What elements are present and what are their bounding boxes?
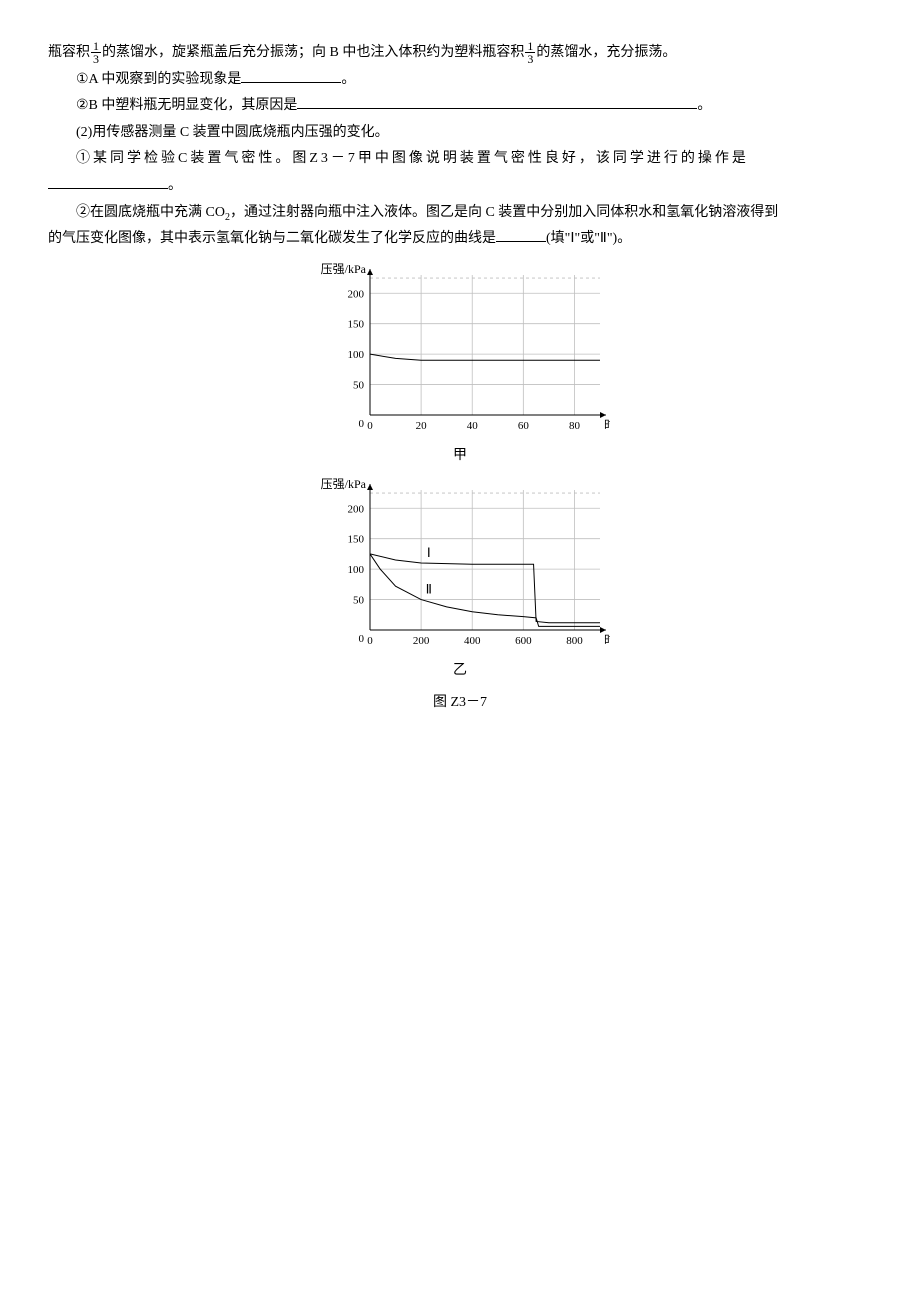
svg-text:Ⅰ: Ⅰ: [427, 545, 431, 560]
svg-text:50: 50: [353, 594, 365, 606]
q2-2-text-c: 的气压变化图像，其中表示氢氧化钠与二氧化碳发生了化学反应的曲线是: [48, 231, 496, 246]
chart-jia: 0 20 40 60 80 50 100 150 200 0 压强/kPa 时间/s: [310, 261, 610, 441]
svg-text:800: 800: [566, 635, 583, 647]
q2-text: (2)用传感器测量 C 装置中圆底烧瓶内压强的变化。: [76, 125, 389, 140]
q2-1-blank-line: 。: [48, 173, 872, 200]
intro-text-c: 的蒸馏水，充分振荡。: [536, 45, 676, 60]
q1-1-line: ①A 中观察到的实验现象是 。: [48, 67, 872, 94]
svg-text:50: 50: [353, 380, 365, 392]
chart-yi: 0 200 400 600 800 50 100 150 200 0 压强/kPa 时间/s Ⅰ Ⅱ: [310, 476, 610, 656]
svg-text:150: 150: [348, 319, 365, 331]
q2-2-text-a: ②在圆底烧瓶中充满 CO: [76, 205, 225, 220]
q1-2-text: ②B 中塑料瓶无明显变化，其原因是: [76, 98, 297, 113]
q1-2-suffix: 。: [697, 98, 711, 113]
q2-1-suffix: 。: [168, 178, 182, 193]
intro-text-b: 的蒸馏水，旋紧瓶盖后充分振荡；向 B 中也注入体积约为塑料瓶容积: [102, 45, 524, 60]
svg-text:40: 40: [467, 420, 479, 432]
svg-text:100: 100: [348, 349, 365, 361]
svg-text:80: 80: [569, 420, 581, 432]
q2-2-line1: ②在圆底烧瓶中充满 CO2，通过注射器向瓶中注入液体。图乙是向 C 装置中分别加…: [48, 200, 872, 227]
svg-text:200: 200: [348, 288, 365, 300]
svg-text:时间/s: 时间/s: [604, 633, 610, 647]
intro-text-a: 瓶容积: [48, 45, 90, 60]
q2-2-text-b: ，通过注射器向瓶中注入液体。图乙是向 C 装置中分别加入同体积水和氢氧化钠溶液得…: [230, 205, 778, 220]
q1-1-suffix: 。: [341, 72, 355, 87]
svg-text:0: 0: [359, 633, 365, 645]
svg-text:0: 0: [367, 635, 373, 647]
q2-line: (2)用传感器测量 C 装置中圆底烧瓶内压强的变化。: [48, 120, 872, 147]
q1-2-line: ②B 中塑料瓶无明显变化，其原因是 。: [48, 93, 872, 120]
chart-yi-label: 乙: [48, 658, 872, 685]
svg-text:100: 100: [348, 564, 365, 576]
q2-2-text-d: (填"Ⅰ"或"Ⅱ")。: [546, 231, 631, 246]
svg-text:60: 60: [518, 420, 530, 432]
svg-text:压强/kPa: 压强/kPa: [321, 262, 367, 276]
fraction-1-3-b: 13: [525, 40, 535, 65]
svg-text:600: 600: [515, 635, 532, 647]
svg-text:200: 200: [413, 635, 430, 647]
svg-text:150: 150: [348, 533, 365, 545]
q2-1-line: ①某同学检验C装置气密性。图Z3－7甲中图像说明装置气密性良好，该同学进行的操作…: [48, 146, 872, 173]
svg-text:20: 20: [416, 420, 428, 432]
blank-fill[interactable]: [48, 175, 168, 189]
svg-text:400: 400: [464, 635, 481, 647]
svg-text:200: 200: [348, 503, 365, 515]
figure-caption: 图 Z3－7: [48, 690, 872, 717]
fraction-1-3: 13: [91, 40, 101, 65]
blank-fill[interactable]: [241, 69, 341, 83]
svg-text:Ⅱ: Ⅱ: [426, 581, 432, 596]
svg-text:时间/s: 时间/s: [604, 418, 610, 432]
q1-1-text: ①A 中观察到的实验现象是: [76, 72, 241, 87]
chart-jia-label: 甲: [48, 443, 872, 470]
q2-1-text-a: ①某同学检验C装置气密性。图Z3－7甲中图像说明装置气密性良好，该同学进行的操作…: [76, 151, 749, 166]
intro-line: 瓶容积13的蒸馏水，旋紧瓶盖后充分振荡；向 B 中也注入体积约为塑料瓶容积13的…: [48, 40, 872, 67]
svg-text:0: 0: [359, 418, 365, 430]
svg-text:压强/kPa: 压强/kPa: [321, 477, 367, 491]
charts-container: 0 20 40 60 80 50 100 150 200 0 压强/kPa 时间/s 甲 0 200 40…: [48, 261, 872, 717]
q2-2-line2: 的气压变化图像，其中表示氢氧化钠与二氧化碳发生了化学反应的曲线是 (填"Ⅰ"或"Ⅱ…: [48, 226, 872, 253]
blank-fill[interactable]: [297, 95, 697, 109]
blank-fill[interactable]: [496, 228, 546, 242]
svg-text:0: 0: [367, 420, 373, 432]
